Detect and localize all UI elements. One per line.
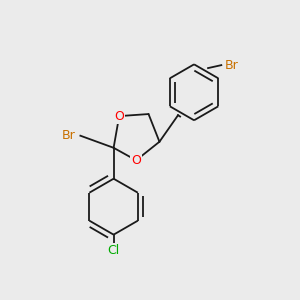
Text: Cl: Cl xyxy=(107,244,120,257)
Text: Br: Br xyxy=(225,58,239,72)
Text: Br: Br xyxy=(61,129,75,142)
Text: O: O xyxy=(114,110,124,123)
Text: O: O xyxy=(131,154,141,167)
